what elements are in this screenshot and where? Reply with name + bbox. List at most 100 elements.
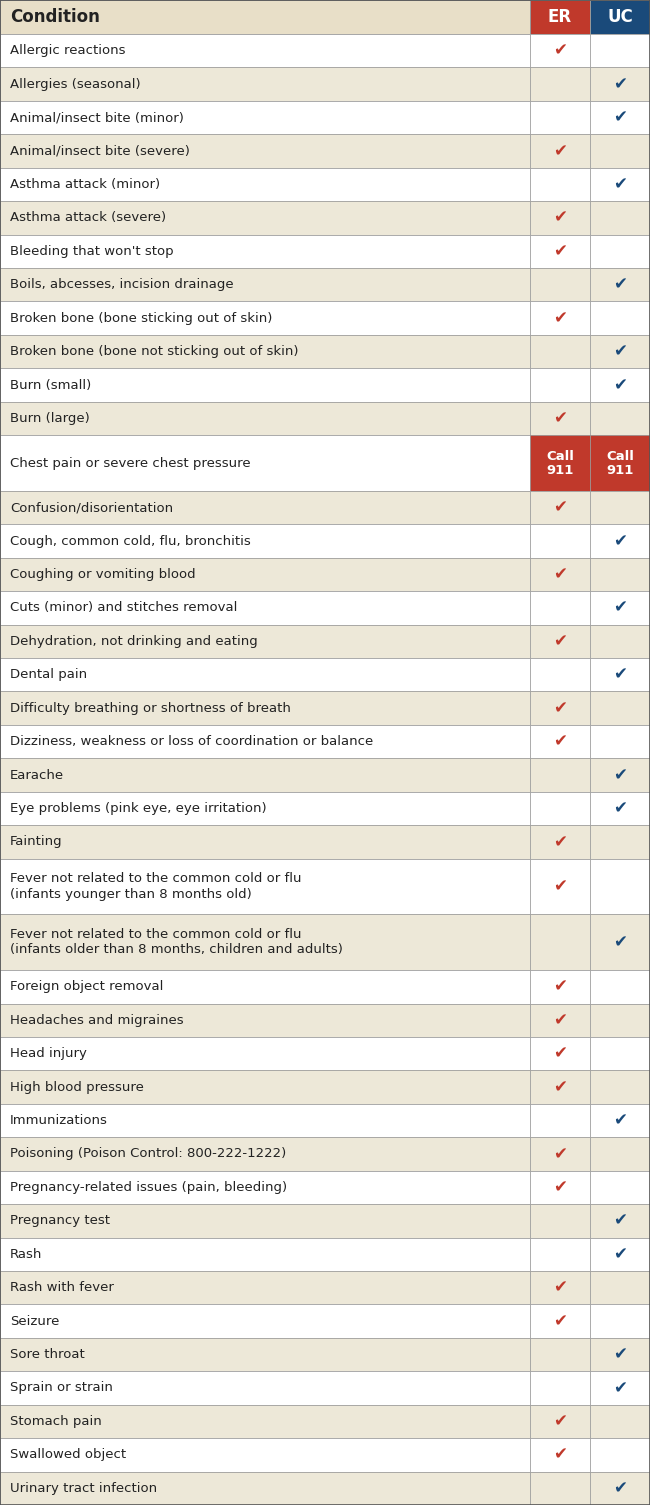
Bar: [590, 971, 650, 1004]
Bar: [590, 1004, 650, 1037]
Text: ✔: ✔: [553, 700, 567, 718]
Bar: [530, 1404, 590, 1439]
Text: Burn (small): Burn (small): [10, 379, 91, 391]
Bar: [0, 1004, 530, 1037]
Bar: [530, 268, 590, 301]
Bar: [530, 0, 590, 35]
Bar: [530, 1305, 590, 1338]
Bar: [590, 1237, 650, 1272]
Bar: [530, 1070, 590, 1103]
Bar: [0, 915, 530, 971]
Bar: [0, 1037, 530, 1070]
Bar: [590, 101, 650, 134]
Bar: [0, 591, 530, 625]
Bar: [530, 1004, 590, 1037]
Text: Broken bone (bone sticking out of skin): Broken bone (bone sticking out of skin): [10, 312, 272, 325]
Text: Poisoning (Poison Control: 800-222-1222): Poisoning (Poison Control: 800-222-1222): [10, 1147, 286, 1160]
Bar: [590, 691, 650, 725]
Bar: [530, 235, 590, 268]
Bar: [530, 658, 590, 691]
Bar: [590, 35, 650, 68]
Text: ✔: ✔: [613, 75, 627, 93]
Bar: [0, 402, 530, 435]
Bar: [0, 725, 530, 759]
Text: ✔: ✔: [613, 766, 627, 784]
Text: Eye problems (pink eye, eye irritation): Eye problems (pink eye, eye irritation): [10, 802, 266, 816]
Bar: [0, 336, 530, 369]
Bar: [530, 971, 590, 1004]
Bar: [530, 1472, 590, 1505]
Bar: [0, 1204, 530, 1237]
Bar: [590, 1338, 650, 1371]
Text: Allergies (seasonal): Allergies (seasonal): [10, 78, 140, 90]
Bar: [0, 235, 530, 268]
Text: UC: UC: [607, 8, 633, 26]
Text: Seizure: Seizure: [10, 1315, 59, 1327]
Bar: [590, 68, 650, 101]
Bar: [0, 1338, 530, 1371]
Bar: [0, 1171, 530, 1204]
Bar: [530, 1237, 590, 1272]
Bar: [590, 268, 650, 301]
Text: Boils, abcesses, incision drainage: Boils, abcesses, incision drainage: [10, 278, 233, 292]
Bar: [590, 625, 650, 658]
Text: ✔: ✔: [553, 1312, 567, 1330]
Bar: [530, 691, 590, 725]
Bar: [0, 167, 530, 202]
Text: Animal/insect bite (severe): Animal/insect bite (severe): [10, 144, 190, 158]
Bar: [0, 35, 530, 68]
Text: Fainting: Fainting: [10, 835, 62, 849]
Text: Chest pain or severe chest pressure: Chest pain or severe chest pressure: [10, 456, 251, 470]
Text: ✔: ✔: [553, 566, 567, 584]
Bar: [0, 491, 530, 524]
Bar: [530, 1037, 590, 1070]
Text: Cough, common cold, flu, bronchitis: Cough, common cold, flu, bronchitis: [10, 534, 251, 548]
Text: ✔: ✔: [553, 141, 567, 160]
Bar: [530, 1138, 590, 1171]
Bar: [0, 524, 530, 558]
Bar: [0, 792, 530, 825]
Text: ✔: ✔: [613, 1112, 627, 1130]
Text: ✔: ✔: [553, 632, 567, 650]
Bar: [530, 1371, 590, 1404]
Bar: [0, 825, 530, 859]
Bar: [0, 1272, 530, 1305]
Bar: [530, 35, 590, 68]
Bar: [530, 101, 590, 134]
Text: ✔: ✔: [553, 1446, 567, 1464]
Bar: [590, 859, 650, 915]
Text: ✔: ✔: [613, 799, 627, 817]
Text: Head injury: Head injury: [10, 1047, 87, 1060]
Bar: [590, 1305, 650, 1338]
Bar: [530, 1171, 590, 1204]
Bar: [530, 301, 590, 336]
Bar: [0, 134, 530, 167]
Text: Coughing or vomiting blood: Coughing or vomiting blood: [10, 567, 196, 581]
Bar: [590, 1037, 650, 1070]
Text: ✔: ✔: [613, 1212, 627, 1230]
Text: Cuts (minor) and stitches removal: Cuts (minor) and stitches removal: [10, 602, 237, 614]
Text: ✔: ✔: [553, 498, 567, 516]
Bar: [0, 1138, 530, 1171]
Bar: [590, 0, 650, 35]
Bar: [0, 691, 530, 725]
Text: ✔: ✔: [553, 877, 567, 895]
Text: Rash with fever: Rash with fever: [10, 1281, 114, 1294]
Text: Headaches and migraines: Headaches and migraines: [10, 1014, 183, 1026]
Bar: [0, 1103, 530, 1138]
Text: Difficulty breathing or shortness of breath: Difficulty breathing or shortness of bre…: [10, 701, 291, 715]
Bar: [0, 859, 530, 915]
Text: Urinary tract infection: Urinary tract infection: [10, 1482, 157, 1494]
Bar: [590, 1171, 650, 1204]
Text: ✔: ✔: [553, 733, 567, 751]
Text: Fever not related to the common cold or flu
(infants younger than 8 months old): Fever not related to the common cold or …: [10, 873, 302, 901]
Bar: [530, 202, 590, 235]
Bar: [530, 558, 590, 591]
Bar: [0, 0, 530, 35]
Bar: [0, 1439, 530, 1472]
Bar: [530, 859, 590, 915]
Text: Animal/insect bite (minor): Animal/insect bite (minor): [10, 111, 184, 123]
Bar: [590, 1371, 650, 1404]
Text: ✔: ✔: [613, 1479, 627, 1497]
Bar: [530, 369, 590, 402]
